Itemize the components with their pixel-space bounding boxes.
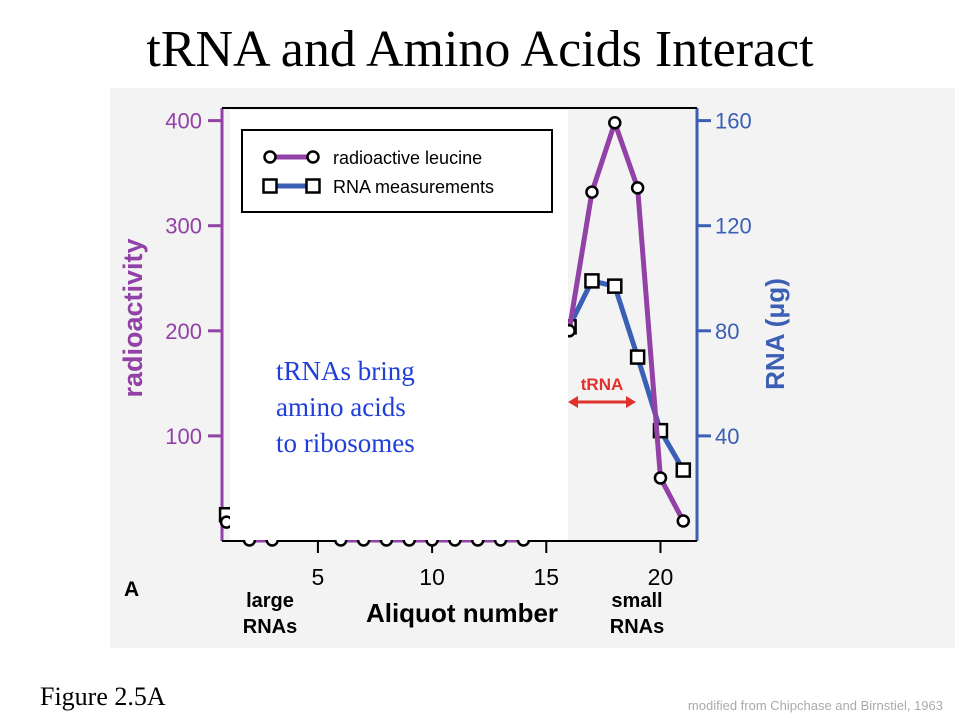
y-tick-label: 200 xyxy=(165,319,202,344)
data-point xyxy=(653,471,668,485)
y-tick-label: 300 xyxy=(165,214,202,239)
figure-caption: Figure 2.5A xyxy=(40,682,166,711)
data-point xyxy=(630,181,645,195)
y2-tick-label: 40 xyxy=(715,424,739,449)
legend-marker xyxy=(263,150,277,164)
y2-axis-label: RNA (μg) xyxy=(760,278,790,390)
region-label: small xyxy=(611,590,662,612)
series-line xyxy=(566,120,686,523)
range-label: tRNA xyxy=(581,375,624,394)
y-axis-label: radioactivity xyxy=(118,238,148,397)
y-tick-label: 400 xyxy=(165,109,202,134)
annotation: to ribosomes xyxy=(276,428,415,458)
annotation: tRNAs bring xyxy=(276,356,415,386)
y2-tick-label: 80 xyxy=(715,319,739,344)
data-point xyxy=(676,514,691,528)
x-tick-label: 5 xyxy=(312,564,325,590)
data-point xyxy=(629,349,646,365)
x-tick-label: 15 xyxy=(533,564,559,590)
data-point xyxy=(607,278,623,294)
region-label: RNAs xyxy=(610,616,664,638)
x-axis-label: Aliquot number xyxy=(366,598,558,628)
x-tick-label: 10 xyxy=(419,564,445,590)
x-tick-label: 20 xyxy=(648,564,674,590)
data-point xyxy=(584,273,600,289)
legend-marker xyxy=(262,178,278,194)
legend-label: radioactive leucine xyxy=(333,148,482,168)
y-tick-label: 100 xyxy=(165,424,202,449)
y2-tick-label: 160 xyxy=(715,109,752,134)
region-label: large xyxy=(246,590,294,612)
data-point xyxy=(675,462,692,478)
legend-marker xyxy=(306,150,320,164)
credit: modified from Chipchase and Birnstiel, 1… xyxy=(688,698,943,713)
legend-label: RNA measurements xyxy=(333,177,494,197)
y2-tick-label: 120 xyxy=(715,214,752,239)
slide-title: tRNA and Amino Acids Interact xyxy=(146,21,814,78)
legend-box xyxy=(241,129,553,213)
data-point xyxy=(608,115,622,130)
legend-marker xyxy=(305,178,321,194)
annotation: amino acids xyxy=(276,392,406,422)
data-point xyxy=(585,185,599,199)
region-label: RNAs xyxy=(243,616,297,638)
panel-label: A xyxy=(124,578,139,601)
